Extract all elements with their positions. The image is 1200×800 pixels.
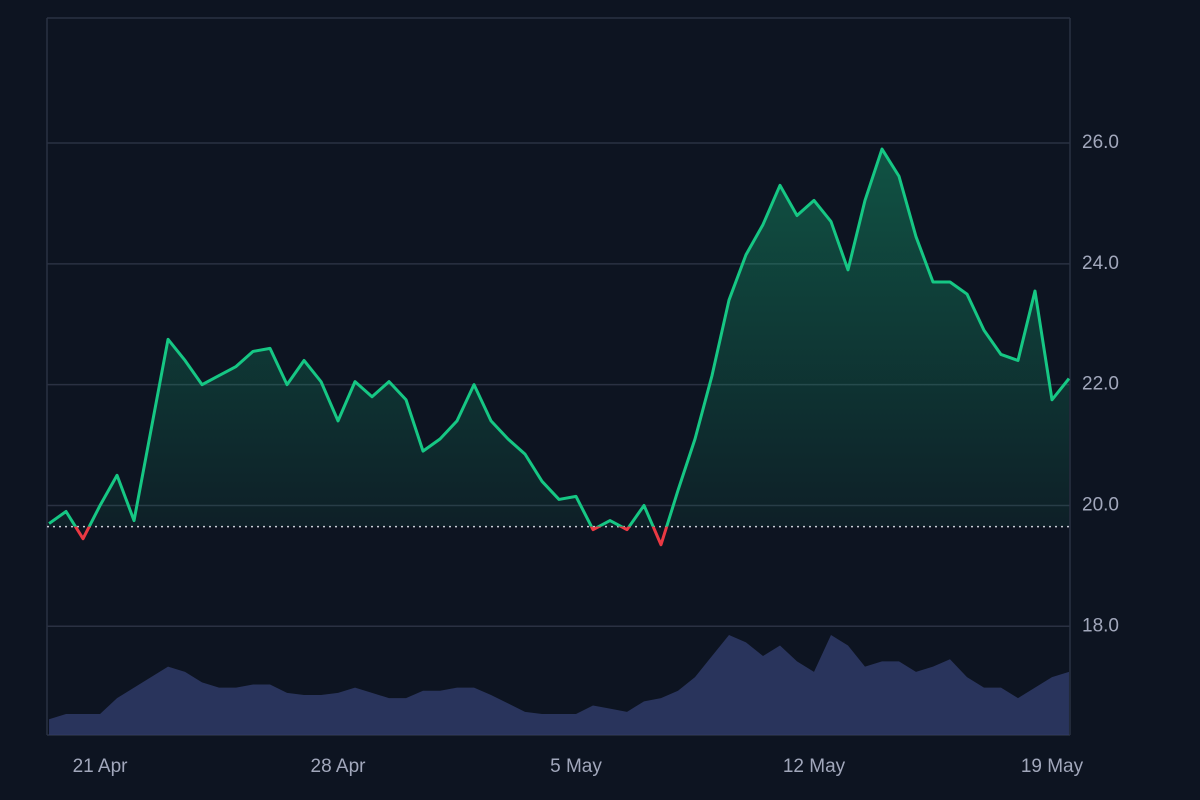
volume-area xyxy=(49,635,1069,735)
x-tick-label: 21 Apr xyxy=(73,756,129,777)
y-tick-label: 26.0 xyxy=(1082,132,1119,153)
y-tick-label: 22.0 xyxy=(1082,374,1119,395)
y-tick-label: 18.0 xyxy=(1082,615,1119,636)
y-tick-label: 24.0 xyxy=(1082,253,1119,274)
price-area xyxy=(49,149,1069,527)
x-tick-label: 19 May xyxy=(1021,756,1084,777)
price-line-up xyxy=(48,147,1071,527)
y-tick-label: 20.0 xyxy=(1082,494,1119,515)
x-tick-label: 5 May xyxy=(550,756,602,777)
x-tick-label: 12 May xyxy=(783,756,846,777)
x-tick-label: 28 Apr xyxy=(311,756,367,777)
